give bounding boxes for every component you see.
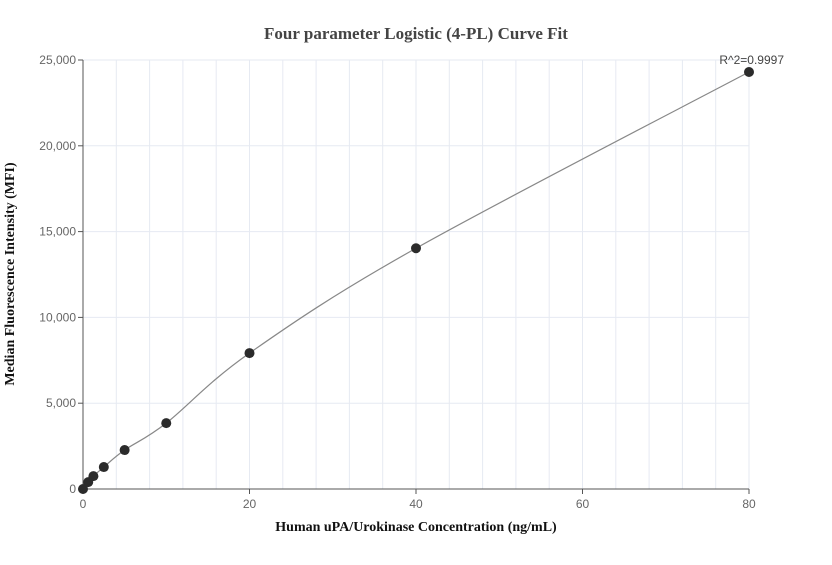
data-point bbox=[411, 243, 421, 254]
x-tick-label: 40 bbox=[409, 497, 423, 511]
x-tick-label: 60 bbox=[576, 497, 590, 511]
y-tick-label: 25,000 bbox=[39, 53, 76, 67]
data-points bbox=[78, 67, 754, 494]
y-tick-label: 5,000 bbox=[46, 396, 76, 410]
axes: 0 20 40 60 80 0 5,000 10,000 15,000 20,000 25,000 bbox=[39, 53, 756, 511]
x-axis-label: Human uPA/Urokinase Concentration (ng/mL… bbox=[275, 520, 557, 535]
data-point bbox=[744, 67, 754, 78]
y-axis-label: Median Fluorescence Intensity (MFI) bbox=[3, 162, 18, 386]
y-tick-label: 10,000 bbox=[39, 310, 76, 324]
grid bbox=[83, 59, 750, 489]
x-tick-label: 20 bbox=[243, 497, 257, 511]
data-point bbox=[119, 445, 130, 456]
y-tick-label: 0 bbox=[69, 482, 76, 496]
r-squared-annotation: R^2=0.9997 bbox=[719, 53, 784, 67]
data-point bbox=[88, 471, 99, 482]
data-point bbox=[244, 348, 255, 359]
x-tick-label: 0 bbox=[80, 497, 87, 511]
data-point bbox=[78, 484, 88, 494]
data-point bbox=[98, 462, 109, 473]
chart-title: Four parameter Logistic (4-PL) Curve Fit bbox=[264, 24, 568, 43]
y-tick-label: 20,000 bbox=[39, 139, 76, 153]
data-point bbox=[161, 418, 172, 429]
x-tick-label: 80 bbox=[742, 497, 756, 511]
y-tick-label: 15,000 bbox=[39, 225, 76, 239]
